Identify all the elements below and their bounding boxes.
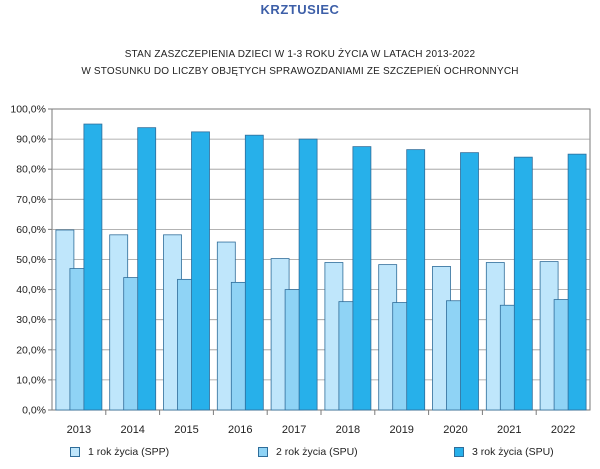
y-tick-label: 100,0%: [10, 104, 46, 116]
bar-3-2017: [298, 138, 318, 411]
legend-item-spu-2: 2 rok życia (SPU): [258, 446, 358, 458]
x-tick-label: 2020: [443, 424, 467, 436]
bar-3-2021: [513, 156, 533, 411]
x-tick-label: 2022: [551, 424, 575, 436]
legend-swatch-2: [258, 447, 268, 457]
legend-label-2: 2 rok życia (SPU): [276, 446, 358, 458]
bar-3-2019: [406, 149, 426, 411]
x-tick-label: 2015: [174, 424, 198, 436]
y-tick-label: 10,0%: [16, 374, 46, 386]
bar-3-2015: [191, 131, 210, 411]
bar-3-2014: [137, 127, 157, 411]
x-tick-label: 2021: [497, 424, 521, 436]
y-tick-label: 30,0%: [16, 314, 46, 326]
bar-3-2022: [567, 153, 587, 411]
y-tick-label: 80,0%: [16, 164, 46, 176]
chart-subtitle: W STOSUNKU DO LICZBY OBJĘTYCH SPRAWOZDAN…: [81, 66, 519, 77]
bar-3-2018: [352, 146, 372, 411]
bar-3-2016: [244, 134, 264, 411]
legend-swatch-3: [454, 447, 464, 457]
y-tick-label: 20,0%: [16, 344, 46, 356]
x-tick-label: 2016: [228, 424, 252, 436]
legend-label-3: 3 rok życia (SPU): [472, 446, 554, 458]
legend-label-1: 1 rok życia (SPP): [88, 446, 170, 458]
y-tick-label: 0,0%: [22, 405, 46, 417]
y-tick-label: 70,0%: [16, 194, 46, 206]
y-tick-label: 60,0%: [16, 224, 46, 236]
x-tick-label: 2018: [336, 424, 360, 436]
y-tick-label: 40,0%: [16, 284, 46, 296]
bar-3-2013: [83, 123, 103, 411]
legend-swatch-1: [70, 447, 80, 457]
x-tick-label: 2017: [282, 424, 306, 436]
legend-item-spu-3: 3 rok życia (SPU): [454, 446, 554, 458]
legend-item-spp-1: 1 rok życia (SPP): [70, 446, 169, 458]
chart-header: KRZTUSIEC: [260, 2, 340, 17]
x-tick-label: 2019: [389, 424, 413, 436]
y-tick-label: 50,0%: [16, 254, 46, 266]
chart-title: STAN ZASZCZEPIENIA DZIECI W 1-3 ROKU ŻYC…: [124, 49, 476, 60]
bar-3-2020: [460, 152, 479, 411]
x-tick-label: 2014: [120, 424, 144, 436]
y-tick-label: 90,0%: [16, 134, 46, 146]
x-tick-label: 2013: [67, 424, 91, 436]
